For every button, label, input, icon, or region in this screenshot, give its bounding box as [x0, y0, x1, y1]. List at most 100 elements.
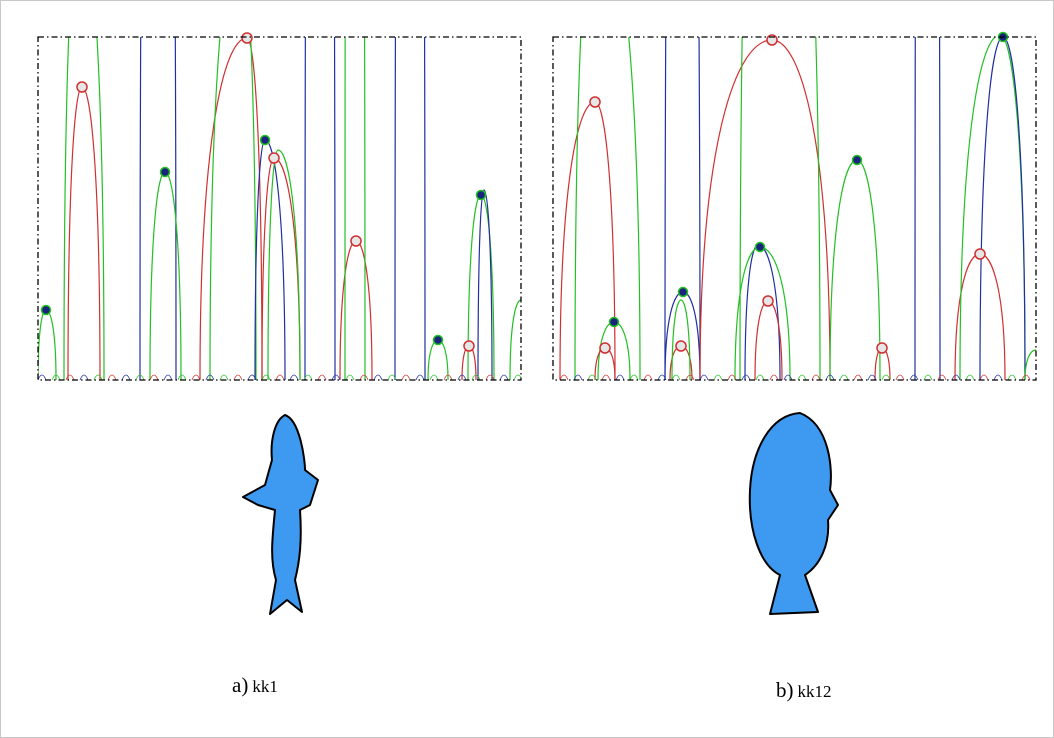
- baseline-ripple: [895, 374, 905, 380]
- peak-marker: [599, 342, 611, 354]
- peak-marker: [432, 334, 444, 346]
- baseline-ripple: [219, 374, 229, 380]
- baseline-ripple: [233, 374, 243, 380]
- baseline-ripple: [471, 374, 481, 380]
- caption-name: kk1: [252, 677, 278, 696]
- peak-marker: [589, 96, 601, 108]
- baseline-ripple: [373, 374, 383, 380]
- baseline-ripple: [65, 374, 75, 380]
- caption-name: kk12: [798, 682, 832, 701]
- baseline-ripple: [499, 374, 509, 380]
- peak-curve: [509, 299, 521, 380]
- peak-marker: [851, 154, 863, 166]
- baseline-ripple: [177, 374, 187, 380]
- baseline-ripple: [429, 374, 439, 380]
- baseline-ripple: [713, 374, 723, 380]
- peak-marker: [754, 241, 766, 253]
- peak-marker: [268, 152, 280, 164]
- baseline-ripple: [853, 374, 863, 380]
- baseline-ripple: [51, 374, 61, 380]
- baseline-ripple: [909, 374, 919, 380]
- peak-marker: [76, 81, 88, 93]
- baseline-ripple: [261, 374, 271, 380]
- peak-marker: [974, 248, 986, 260]
- baseline-ripple: [107, 374, 117, 380]
- baseline-ripple: [275, 374, 285, 380]
- caption: b) kk12: [776, 678, 832, 702]
- baseline-ripple: [881, 374, 891, 380]
- baseline-ripple: [331, 374, 341, 380]
- baseline-ripple: [317, 374, 327, 380]
- fish-silhouette: [748, 412, 839, 615]
- baseline-ripple: [685, 374, 695, 380]
- baseline-ripple: [643, 374, 653, 380]
- baseline-ripple: [783, 374, 793, 380]
- baseline-ripple: [359, 374, 369, 380]
- baseline-ripple: [867, 374, 877, 380]
- plot-box: [552, 36, 1037, 381]
- baseline-ripple: [457, 374, 467, 380]
- baseline-ripple: [937, 374, 947, 380]
- plot-box: [37, 36, 522, 381]
- peak-curve: [209, 37, 257, 380]
- baseline-ripple: [615, 374, 625, 380]
- peak-marker: [677, 286, 689, 298]
- baseline-ripple: [769, 374, 779, 380]
- baseline-ripple: [741, 374, 751, 380]
- baseline-ripple: [965, 374, 975, 380]
- baseline-ripple: [839, 374, 849, 380]
- baseline-ripple: [657, 374, 667, 380]
- peak-marker: [241, 32, 253, 44]
- peak-marker: [675, 340, 687, 352]
- peak-curve: [63, 37, 105, 380]
- peak-marker: [159, 166, 171, 178]
- baseline-ripple: [135, 374, 145, 380]
- baseline-ripple: [121, 374, 131, 380]
- baseline-ripple: [289, 374, 299, 380]
- baseline-ripple: [797, 374, 807, 380]
- baseline-ripple: [979, 374, 989, 380]
- fish-silhouette: [242, 414, 319, 615]
- baseline-ripple: [727, 374, 737, 380]
- peak-curve: [671, 299, 691, 380]
- peak-marker: [350, 235, 362, 247]
- baseline-ripple: [93, 374, 103, 380]
- caption-label: b): [776, 678, 794, 702]
- baseline-ripple: [671, 374, 681, 380]
- peak-marker: [762, 295, 774, 307]
- baseline-ripple: [163, 374, 173, 380]
- baseline-ripple: [951, 374, 961, 380]
- baseline-ripple: [923, 374, 933, 380]
- baseline-ripple: [303, 374, 313, 380]
- peak-marker: [475, 189, 487, 201]
- baseline-ripple: [587, 374, 597, 380]
- baseline-ripple: [1021, 374, 1031, 380]
- baseline-ripple: [485, 374, 495, 380]
- baseline-ripple: [387, 374, 397, 380]
- baseline-ripple: [205, 374, 215, 380]
- baseline-ripple: [699, 374, 709, 380]
- baseline-ripple: [38, 374, 47, 380]
- baseline-ripple: [401, 374, 411, 380]
- baseline-ripple: [149, 374, 159, 380]
- baseline-ripple: [247, 374, 257, 380]
- peak-marker: [40, 304, 52, 316]
- peak-curve: [574, 37, 641, 380]
- peak-marker: [608, 316, 620, 328]
- baseline-ripple: [601, 374, 611, 380]
- caption-label: a): [232, 673, 248, 697]
- baseline-ripple: [345, 374, 355, 380]
- baseline-ripple: [191, 374, 201, 380]
- baseline-ripple: [629, 374, 639, 380]
- baseline-ripple: [443, 374, 453, 380]
- baseline-ripple: [559, 374, 569, 380]
- baseline-ripple: [755, 374, 765, 380]
- peak-marker: [259, 134, 271, 146]
- baseline-ripple: [825, 374, 835, 380]
- peak-curve: [1024, 349, 1036, 380]
- peak-curve: [267, 149, 301, 380]
- baseline-ripple: [513, 374, 521, 380]
- baseline-ripple: [415, 374, 425, 380]
